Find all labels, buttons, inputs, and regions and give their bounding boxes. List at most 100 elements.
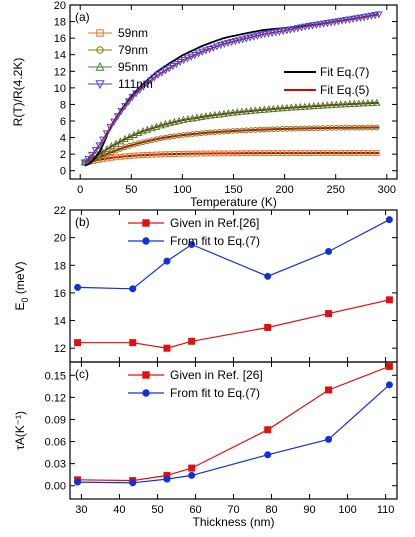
plot-frame-1 <box>69 209 398 363</box>
data-point <box>385 362 393 370</box>
data-point-111nm <box>216 42 225 50</box>
data-point-111nm <box>165 65 173 73</box>
data-point-95nm <box>372 98 381 106</box>
data-point-111nm <box>157 69 166 77</box>
data-point-111nm <box>341 17 350 25</box>
data-point-95nm <box>323 101 332 109</box>
data-point-95nm <box>260 105 269 113</box>
data-point-111nm <box>238 36 247 44</box>
x-tick-label: 100 <box>173 184 191 196</box>
data-point-95nm <box>363 99 372 107</box>
data-point-111nm <box>95 142 104 150</box>
data-point-95nm <box>354 99 363 107</box>
data-point-95nm <box>287 103 296 111</box>
x-axis-label: Temperature (K) <box>190 195 277 209</box>
y-tick-label: 10 <box>54 83 66 95</box>
y-tick-label: 22 <box>54 205 66 217</box>
data-point-111nm <box>297 24 306 32</box>
data-point-111nm <box>168 63 177 71</box>
data-point-111nm <box>99 136 107 144</box>
data-point-111nm <box>338 17 346 25</box>
data-point-111nm <box>124 98 133 106</box>
x-tick-label: 150 <box>224 184 242 196</box>
data-point-111nm <box>132 90 140 98</box>
legend-marker <box>95 80 105 90</box>
data-point-111nm <box>161 67 170 75</box>
data-point-95nm <box>251 106 260 114</box>
y-axis-label: R(T)/R(4.2K) <box>11 58 25 127</box>
data-point-95nm <box>143 125 152 133</box>
x-tick-label: 80 <box>265 504 277 516</box>
data-point-111nm <box>363 13 372 21</box>
data-point-95nm <box>229 108 237 116</box>
data-point-111nm <box>139 83 148 91</box>
data-point-111nm <box>224 39 232 48</box>
data-point <box>129 285 137 293</box>
data-point-95nm <box>247 106 255 114</box>
data-point-111nm <box>231 38 240 46</box>
data-point <box>74 339 82 347</box>
data-point <box>325 386 333 394</box>
data-point-111nm <box>106 124 115 132</box>
data-point-95nm <box>341 100 350 108</box>
data-point-111nm <box>146 77 155 85</box>
x-tick-label: 0 <box>77 184 83 196</box>
data-point-111nm <box>319 20 328 28</box>
legend-label: 111nm <box>118 77 153 91</box>
x-tick-label: 100 <box>338 504 356 516</box>
data-point-95nm <box>215 110 224 118</box>
data-point-111nm <box>283 27 291 35</box>
legend-label: 95nm <box>118 60 148 74</box>
data-point-95nm <box>193 113 201 121</box>
legend-marker <box>142 389 150 397</box>
x-tick-label: 40 <box>113 504 125 516</box>
data-point-111nm <box>88 151 96 160</box>
panel-label: (b) <box>75 215 90 229</box>
data-point-111nm <box>180 56 188 65</box>
series-line <box>77 219 390 290</box>
series-line <box>77 299 390 349</box>
panel-label: (c) <box>75 367 89 381</box>
data-point-111nm <box>312 21 321 29</box>
data-point-95nm <box>148 124 156 132</box>
data-point <box>325 247 333 255</box>
data-point-95nm <box>206 111 215 119</box>
data-point-111nm <box>316 21 324 29</box>
y-tick-label: 4 <box>60 133 66 145</box>
x-tick-label: 50 <box>125 184 137 196</box>
data-point-111nm <box>257 31 265 40</box>
data-point-95nm <box>283 103 291 111</box>
data-point-95nm <box>184 115 192 123</box>
y-tick-label: 0.03 <box>45 459 66 471</box>
data-point-111nm <box>268 29 276 37</box>
y-tick-label: 14 <box>54 50 66 62</box>
data-point-111nm <box>279 28 287 36</box>
legend-label: 79nm <box>118 43 148 57</box>
x-tick-label: 70 <box>227 504 239 516</box>
data-point-95nm <box>238 107 246 115</box>
data-point-111nm <box>330 18 339 26</box>
data-point-95nm <box>345 99 354 108</box>
data-point-111nm <box>198 48 207 56</box>
data-point-111nm <box>249 33 258 41</box>
data-point-111nm <box>227 39 236 47</box>
data-point-111nm <box>194 50 203 58</box>
data-point-95nm <box>256 105 264 114</box>
data-point <box>129 339 137 347</box>
data-point-111nm <box>253 32 262 40</box>
y-tick-label: 12 <box>54 66 66 78</box>
data-point-111nm <box>202 47 210 55</box>
legend-marker <box>142 237 150 245</box>
data-point-95nm <box>233 108 242 116</box>
legend-fit-label: Fit Eq.(5) <box>320 83 369 97</box>
y-tick-label: 0.00 <box>45 481 66 493</box>
data-point-111nm <box>308 22 317 30</box>
data-point-111nm <box>220 40 229 48</box>
x-tick-label: 110 <box>377 504 395 516</box>
data-point-111nm <box>360 14 368 22</box>
y-tick-label: 0.12 <box>45 392 66 404</box>
y-tick-label: 6 <box>60 116 66 128</box>
data-point-111nm <box>242 35 251 43</box>
y-tick-label: 16 <box>54 288 66 300</box>
